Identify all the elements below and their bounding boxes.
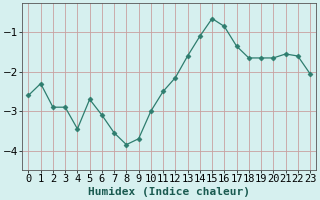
X-axis label: Humidex (Indice chaleur): Humidex (Indice chaleur) [88, 187, 250, 197]
